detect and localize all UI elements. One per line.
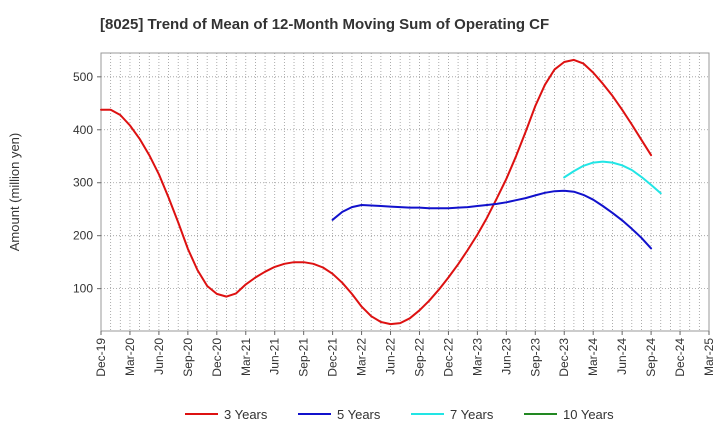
x-tick-label: Dec-22 [441, 338, 455, 377]
x-tick-label: Sep-23 [528, 338, 542, 377]
x-tick-label: Sep-20 [181, 338, 195, 377]
y-axis-label: Amount (million yen) [7, 133, 22, 252]
x-tick-label: Mar-20 [123, 338, 137, 376]
series-line-7-years [563, 160, 662, 195]
gridlines [101, 53, 709, 331]
x-tick-label: Sep-21 [297, 338, 311, 377]
y-tick-label: 300 [73, 176, 93, 190]
x-tick-label: Sep-24 [644, 338, 658, 377]
y-tick-label: 200 [73, 229, 93, 243]
plot-frame [100, 52, 710, 332]
y-tick-label: 500 [73, 70, 93, 84]
x-tick-label: Mar-25 [702, 338, 716, 376]
x-tick-label: Mar-22 [355, 338, 369, 376]
x-tick-label: Dec-19 [94, 338, 108, 377]
x-tick-label: Dec-20 [210, 338, 224, 377]
series-lines [100, 58, 662, 326]
series-line-5-years [331, 189, 653, 250]
x-tick-label: Dec-24 [673, 338, 687, 377]
legend-label-7-years: 7 Years [450, 407, 494, 422]
x-tick-label: Sep-22 [412, 338, 426, 377]
x-tick-label: Jun-21 [268, 338, 282, 375]
y-tick-label: 400 [73, 123, 93, 137]
x-tick-label: Mar-23 [470, 338, 484, 376]
legend-label-5-years: 5 Years [337, 407, 381, 422]
x-tick-label: Mar-24 [586, 338, 600, 376]
x-axis: Dec-19 Mar-20 Jun-20 Sep-20 Dec-20 Mar-21 Jun-… [94, 331, 716, 377]
y-tick-label: 100 [73, 282, 93, 296]
series-line-3-years [100, 58, 653, 326]
x-tick-label: Dec-23 [557, 338, 571, 377]
x-tick-label: Jun-24 [615, 338, 629, 375]
y-axis: 100 200 300 400 500 [73, 70, 101, 296]
legend-label-10-years: 10 Years [563, 407, 614, 422]
x-tick-label: Jun-22 [384, 338, 398, 375]
legend: 3 Years 5 Years 7 Years 10 Years [185, 407, 614, 422]
x-tick-label: Jun-23 [499, 338, 513, 375]
x-tick-label: Mar-21 [239, 338, 253, 376]
chart-title: [8025] Trend of Mean of 12-Month Moving … [100, 16, 549, 33]
x-tick-label: Dec-21 [326, 338, 340, 377]
legend-label-3-years: 3 Years [224, 407, 268, 422]
x-tick-label: Jun-20 [152, 338, 166, 375]
